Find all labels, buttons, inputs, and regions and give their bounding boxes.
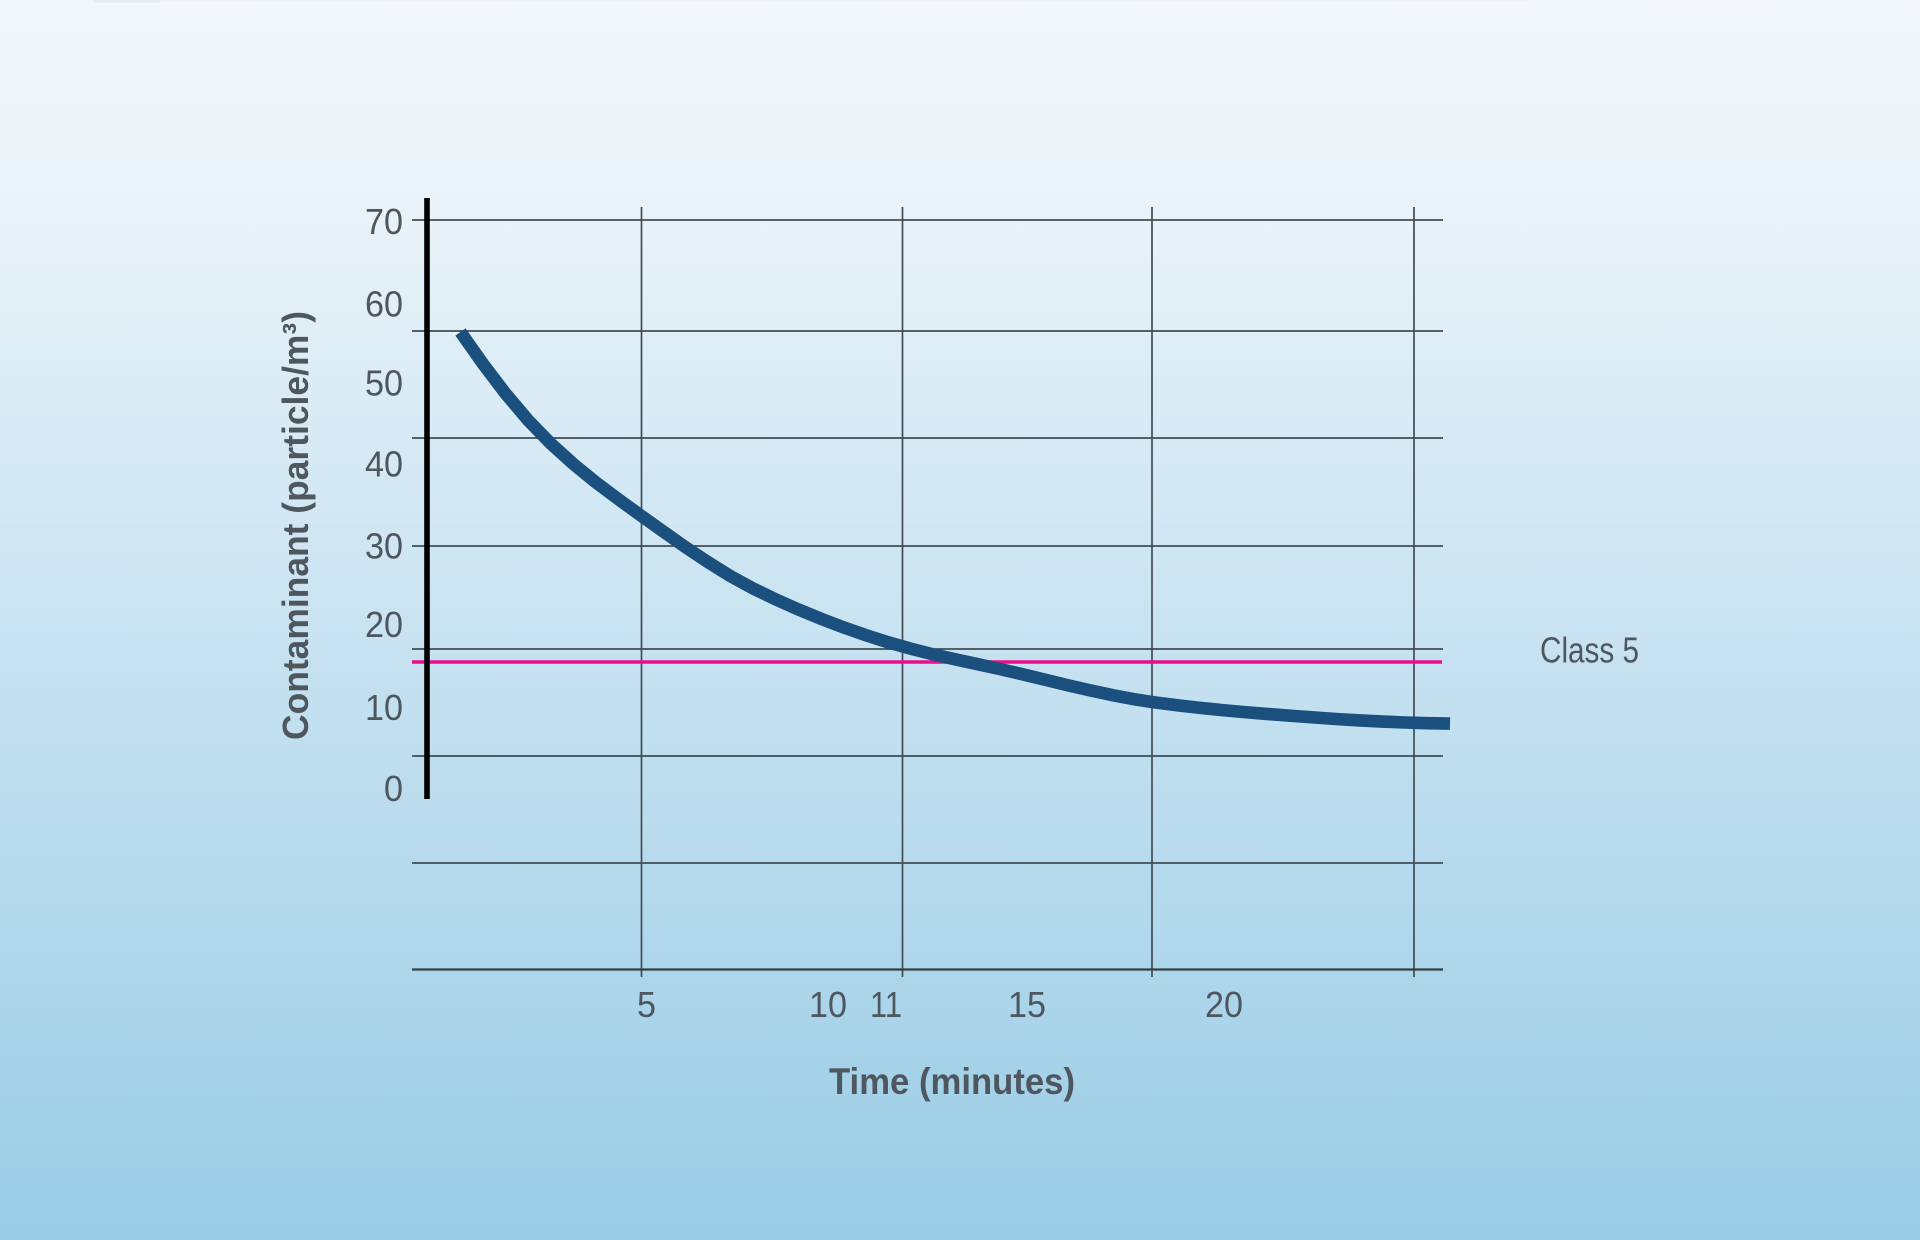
svg-text:30: 30: [365, 526, 403, 567]
svg-text:5: 5: [637, 984, 656, 1025]
svg-text:Time (minutes): Time (minutes): [829, 1061, 1075, 1102]
svg-text:0: 0: [384, 768, 403, 809]
svg-text:20: 20: [365, 604, 403, 645]
svg-text:60: 60: [365, 284, 403, 325]
svg-text:11: 11: [870, 984, 902, 1025]
svg-text:10: 10: [365, 687, 403, 728]
svg-text:Class 5: Class 5: [1540, 630, 1639, 671]
svg-text:Contaminant (particle/m³): Contaminant (particle/m³): [275, 311, 316, 740]
svg-text:50: 50: [365, 363, 403, 404]
svg-text:70: 70: [365, 201, 403, 242]
svg-text:15: 15: [1008, 984, 1046, 1025]
svg-text:10: 10: [809, 984, 847, 1025]
svg-text:20: 20: [1205, 984, 1243, 1025]
svg-text:40: 40: [365, 444, 403, 485]
